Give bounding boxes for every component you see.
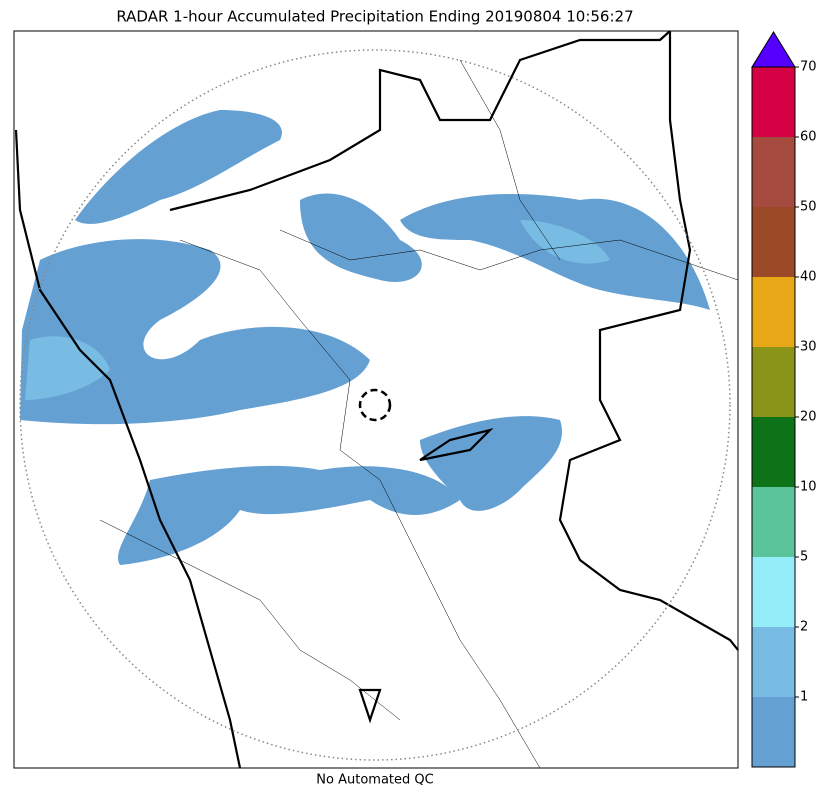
colorbar-tick-label: 50 xyxy=(800,200,817,215)
map-footer: No Automated QC xyxy=(316,773,433,788)
colorbar-segment xyxy=(752,67,795,137)
precip-light xyxy=(25,220,610,400)
colorbar-tick-label: 1 xyxy=(800,690,808,705)
colorbar-segment xyxy=(752,697,795,767)
colorbar-segment xyxy=(752,487,795,557)
radar-range-ring xyxy=(19,49,731,761)
admin-borders xyxy=(99,59,739,769)
map-border xyxy=(13,30,739,769)
colorbar-tick-label: 20 xyxy=(800,410,817,425)
colorbar-tick-label: 60 xyxy=(800,130,817,145)
colorbar-segment xyxy=(752,627,795,697)
map-title: RADAR 1-hour Accumulated Precipitation E… xyxy=(116,8,633,26)
colorbar-segment xyxy=(752,347,795,417)
colorbar-tick-label: 70 xyxy=(800,60,817,75)
colorbar-segment xyxy=(752,207,795,277)
state-borders xyxy=(14,30,739,769)
radar-site xyxy=(358,388,392,422)
colorbar-tick-label: 40 xyxy=(800,270,817,285)
colorbar: 1 2 5 10 20 30 40 50 60 70 xyxy=(751,31,817,768)
colorbar-segment xyxy=(752,557,795,627)
colorbar-tick-label: 2 xyxy=(800,620,808,635)
colorbar-tick-label: 10 xyxy=(800,480,817,495)
colorbar-segment xyxy=(752,277,795,347)
map xyxy=(13,30,739,769)
colorbar-segment xyxy=(752,137,795,207)
colorbar-tick-label: 5 xyxy=(800,550,808,565)
colorbar-segment xyxy=(752,417,795,487)
colorbar-tick-label: 30 xyxy=(800,340,817,355)
colorbar-extend xyxy=(751,31,796,68)
